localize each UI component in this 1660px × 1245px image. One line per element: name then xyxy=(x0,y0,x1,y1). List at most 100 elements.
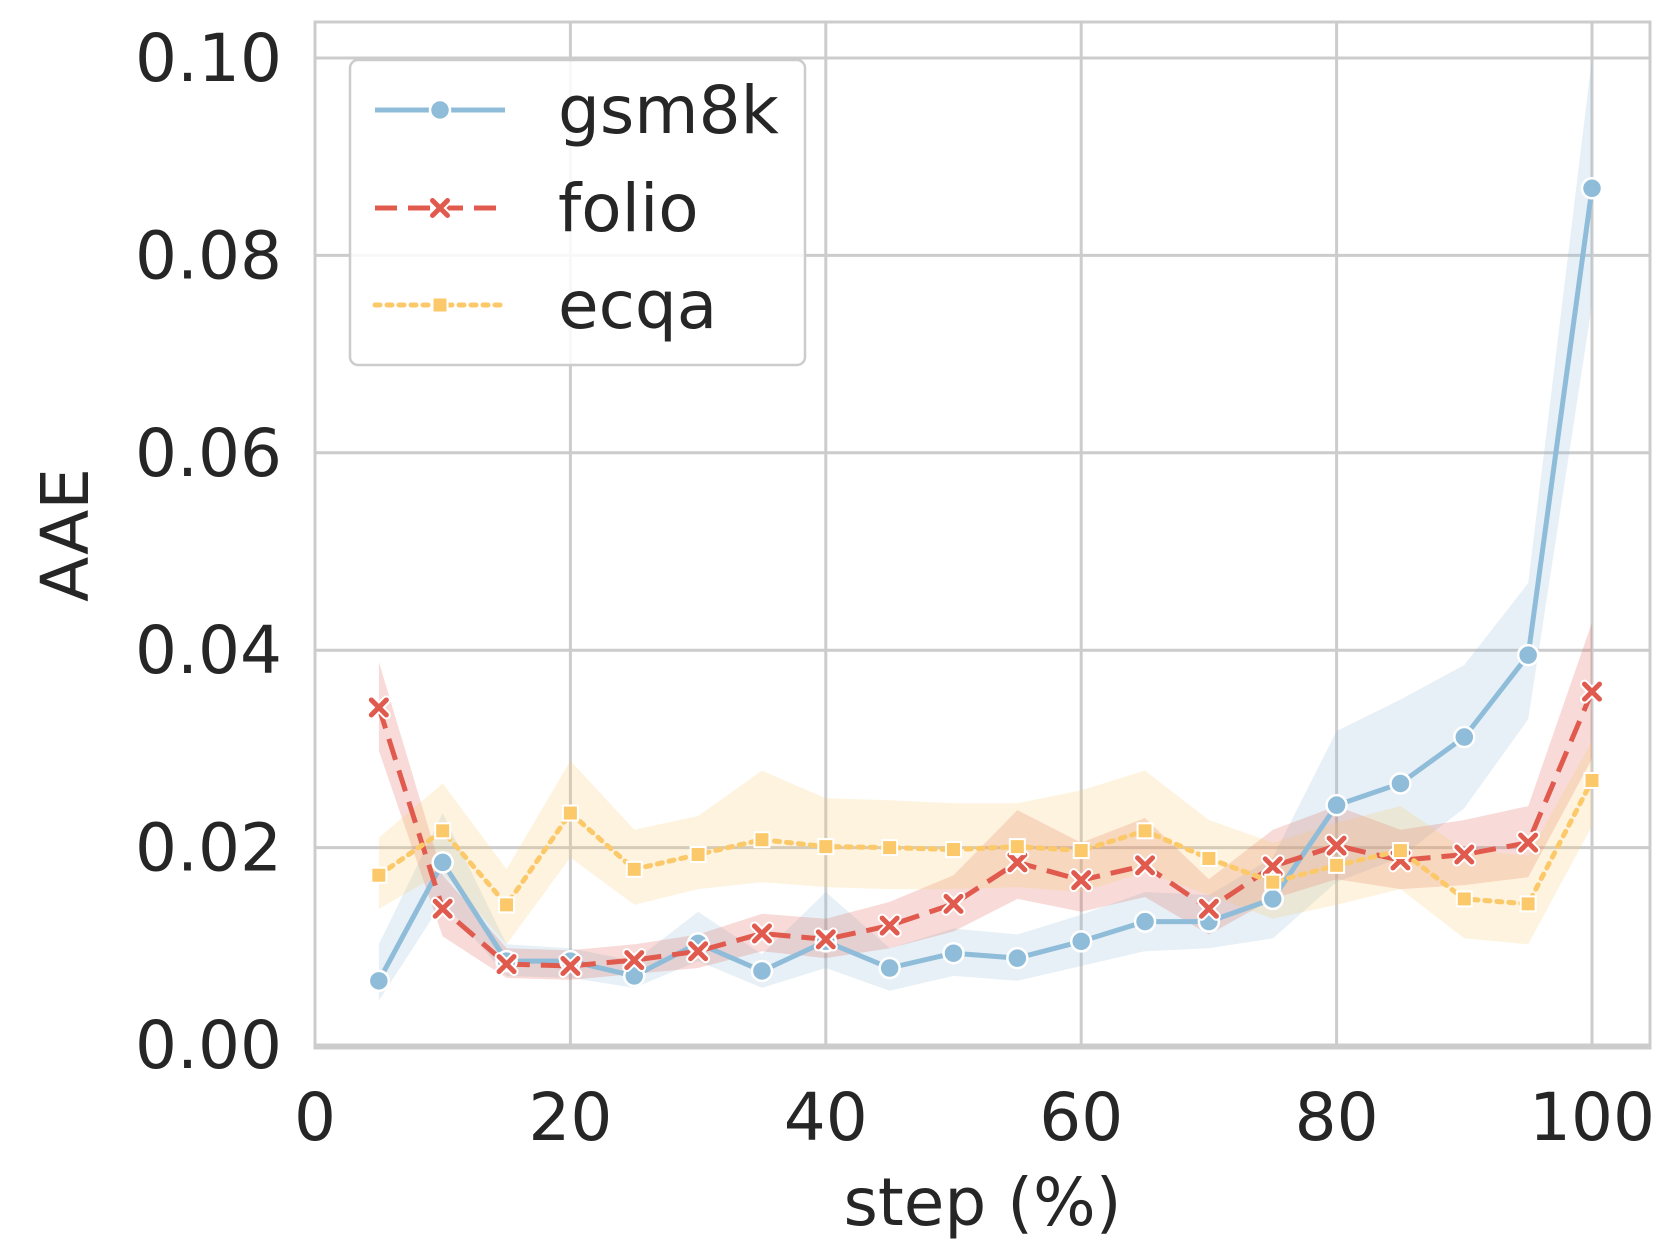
ecqa-point-3 xyxy=(561,804,579,822)
gsm8k-point-18 xyxy=(1516,643,1540,667)
ecqa-point-1 xyxy=(434,822,452,840)
legend-label-folio: folio xyxy=(558,170,699,247)
folio-point-7-cross xyxy=(815,929,836,950)
ecqa-point-9 xyxy=(945,841,962,859)
folio-point-10 xyxy=(1005,850,1030,875)
folio-point-6 xyxy=(749,921,774,946)
ecqa-point-15 xyxy=(1328,856,1346,874)
gsm8k-point-10 xyxy=(1006,946,1029,970)
folio-point-4 xyxy=(622,948,647,973)
gsm8k-point-0 xyxy=(367,969,391,993)
y-tick-label-1: 0.02 xyxy=(135,810,282,887)
gsm8k-point-19 xyxy=(1580,177,1604,200)
x-tick-label-1: 20 xyxy=(528,1079,612,1156)
gsm8k-point-12 xyxy=(1133,910,1157,933)
y-tick-label-0: 0.00 xyxy=(135,1007,282,1084)
confidence-bands xyxy=(378,58,1592,1001)
folio-point-8-cross xyxy=(879,915,900,936)
ecqa-confidence-band xyxy=(378,741,1592,945)
folio-point-9-cross xyxy=(943,893,964,914)
x-axis-ticks: 0 20 40 60 80 100 xyxy=(294,1079,1655,1156)
folio-point-8 xyxy=(877,913,902,938)
y-tick-label-5: 0.10 xyxy=(135,20,282,97)
folio-point-12-cross xyxy=(1135,855,1156,876)
x-tick-label-2: 40 xyxy=(784,1079,868,1156)
folio-point-17 xyxy=(1452,842,1477,867)
y-tick-label-3: 0.06 xyxy=(135,415,282,492)
ecqa-point-11 xyxy=(1072,842,1090,860)
x-axis-label: step (%) xyxy=(844,1164,1122,1241)
folio-point-0 xyxy=(366,695,391,720)
folio-point-3-cross xyxy=(560,956,581,977)
gsm8k-point-11 xyxy=(1069,930,1093,953)
gsm8k-point-14 xyxy=(1261,887,1284,911)
legend-label-gsm8k: gsm8k xyxy=(558,72,780,149)
folio-point-11 xyxy=(1069,868,1094,893)
ecqa-point-18 xyxy=(1519,895,1537,913)
folio-point-9 xyxy=(941,891,966,916)
ecqa-point-19 xyxy=(1583,771,1601,789)
ecqa-line xyxy=(376,778,1595,908)
ecqa-point-0 xyxy=(370,866,388,884)
x-tick-label-3: 60 xyxy=(1039,1079,1123,1156)
gsm8k-point-16 xyxy=(1389,772,1412,795)
folio-point-10-cross xyxy=(1007,852,1028,873)
legend-label-ecqa: ecqa xyxy=(558,267,717,344)
ecqa-point-8 xyxy=(881,839,899,857)
folio-point-18-cross xyxy=(1518,832,1539,853)
plot-frame xyxy=(313,20,1652,1050)
ecqa-point-2 xyxy=(498,896,516,914)
x-tick-label-4: 80 xyxy=(1295,1079,1379,1156)
ecqa-point-7 xyxy=(817,838,835,856)
gsm8k-point-17 xyxy=(1453,725,1476,749)
legend-marker-folio xyxy=(428,196,452,220)
folio-line xyxy=(376,690,1595,969)
grid-lines xyxy=(313,22,1650,1048)
x-tick-label-5: 100 xyxy=(1529,1079,1655,1156)
ecqa-point-6 xyxy=(753,831,771,849)
gsm8k-point-1 xyxy=(431,851,454,874)
folio-point-12 xyxy=(1133,853,1158,878)
folio-point-0-cross xyxy=(368,697,389,718)
folio-point-1 xyxy=(430,896,455,921)
ecqa-point-12 xyxy=(1136,822,1154,840)
legend-marker-folio-cross xyxy=(430,198,450,218)
folio-point-14 xyxy=(1260,854,1285,879)
ecqa-point-13 xyxy=(1200,849,1218,867)
folio-point-15-cross xyxy=(1326,835,1347,856)
ecqa-point-10 xyxy=(1008,838,1026,856)
series-markers xyxy=(366,177,1604,993)
folio-point-5-cross xyxy=(688,941,709,962)
folio-point-14-cross xyxy=(1262,856,1283,877)
folio-point-17-cross xyxy=(1454,844,1475,865)
folio-point-11-cross xyxy=(1071,870,1092,891)
x-tick-label-0: 0 xyxy=(294,1079,336,1156)
folio-point-1-cross xyxy=(432,898,453,919)
folio-point-5 xyxy=(686,939,711,964)
folio-point-2 xyxy=(494,952,519,977)
y-axis-label: AAE xyxy=(27,468,104,602)
gsm8k-point-9 xyxy=(942,941,965,965)
folio-point-3 xyxy=(558,954,583,979)
y-tick-label-4: 0.08 xyxy=(135,217,282,294)
folio-point-19-cross xyxy=(1582,681,1602,702)
ecqa-point-5 xyxy=(689,846,707,864)
folio-point-19 xyxy=(1580,679,1604,704)
legend-marker-ecqa xyxy=(431,296,449,314)
legend-marker-gsm8k xyxy=(428,98,452,122)
y-axis-ticks: 0.00 0.02 0.04 0.06 0.08 0.10 xyxy=(135,20,282,1084)
folio-point-4-cross xyxy=(624,950,645,971)
ecqa-point-14 xyxy=(1264,873,1282,891)
folio-confidence-band xyxy=(378,622,1592,980)
folio-point-13 xyxy=(1196,896,1221,921)
folio-point-2-cross xyxy=(496,954,517,975)
folio-point-13-cross xyxy=(1198,898,1219,919)
ecqa-point-4 xyxy=(625,860,643,878)
folio-point-6-cross xyxy=(751,923,772,944)
ecqa-point-17 xyxy=(1455,890,1473,908)
legend: gsm8k folio ecqa xyxy=(348,58,807,367)
folio-point-15 xyxy=(1324,833,1349,858)
gsm8k-point-6 xyxy=(750,959,774,983)
